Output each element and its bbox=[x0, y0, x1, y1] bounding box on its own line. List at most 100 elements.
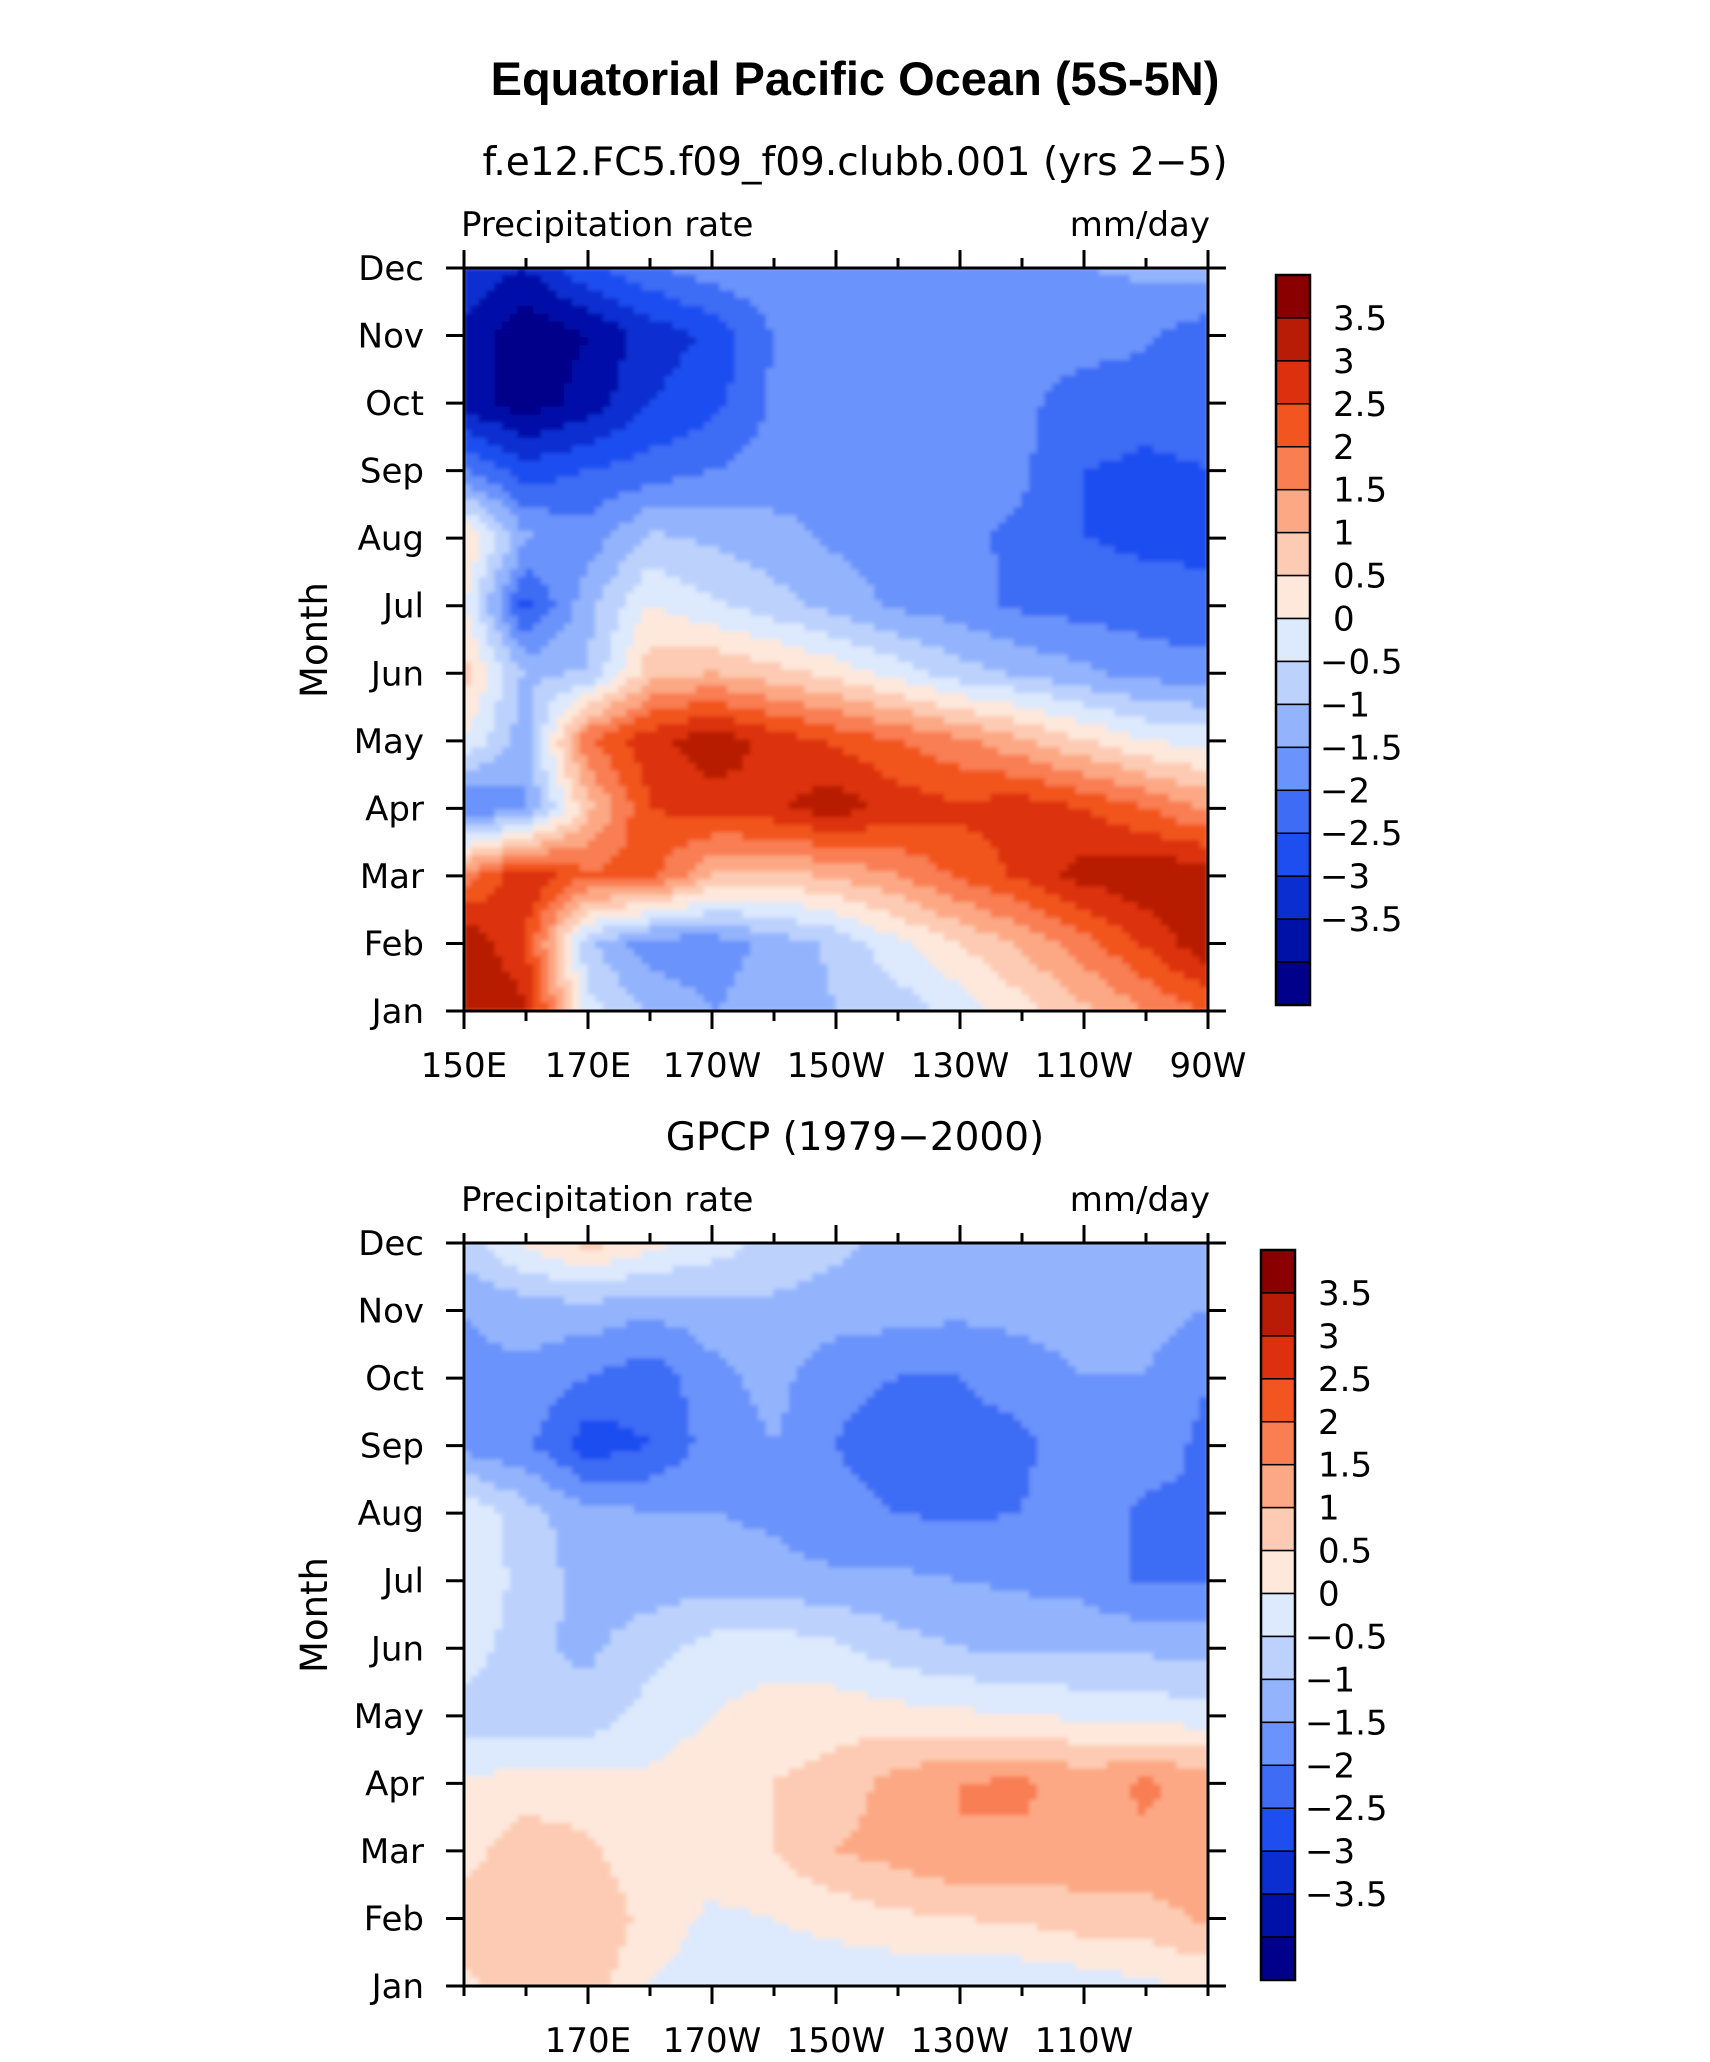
x-axis: 170E 170W 150W 130W 110W bbox=[545, 2021, 1133, 2061]
colorbar-label: −3.5 bbox=[1305, 1875, 1388, 1915]
x-tick-label: 130W bbox=[911, 1046, 1010, 1086]
x-tick-label: 90W bbox=[1170, 1046, 1247, 1086]
y-tick-label: Dec bbox=[358, 1224, 424, 1264]
colorbar-label: 2.5 bbox=[1318, 1360, 1372, 1400]
colorbar-label: 2 bbox=[1318, 1403, 1340, 1443]
x-tick-label: 170W bbox=[663, 1046, 762, 1086]
x-tick-label: 110W bbox=[1035, 1046, 1134, 1086]
y-tick-label: May bbox=[354, 722, 424, 762]
y-axis: Jan Feb Mar Apr May Jun Jul Aug Sep Oct Nov Dec bbox=[354, 1224, 424, 2007]
colorbar-label: −1 bbox=[1305, 1660, 1355, 1700]
y-tick-label: Oct bbox=[365, 1359, 424, 1399]
colorbar-box bbox=[1260, 1506, 1296, 1552]
colorbar-label: −0.5 bbox=[1320, 642, 1403, 682]
y-tick-label: Jun bbox=[369, 654, 424, 694]
colorbar-box bbox=[1275, 660, 1311, 706]
y-tick-label: Nov bbox=[358, 317, 424, 357]
x-tick-label: 170E bbox=[545, 2021, 631, 2061]
y-tick-label: Mar bbox=[360, 1832, 424, 1872]
colorbar-label: 0 bbox=[1318, 1575, 1340, 1615]
y-tick-label: Mar bbox=[360, 857, 424, 897]
colorbar-box bbox=[1275, 789, 1311, 834]
colorbar-label: 0.5 bbox=[1318, 1532, 1372, 1572]
colorbar-label: 3.5 bbox=[1318, 1274, 1372, 1314]
colorbar-box bbox=[1260, 1592, 1296, 1638]
colorbar-label: 0 bbox=[1333, 600, 1355, 640]
x-axis: 150E 170E 170W 150W 130W 110W 90W bbox=[421, 1046, 1247, 1086]
colorbar-label: −1 bbox=[1320, 685, 1370, 725]
colorbar-label: 3 bbox=[1333, 342, 1355, 382]
x-tick-label: 150W bbox=[787, 1046, 886, 1086]
colorbar-box bbox=[1260, 1893, 1296, 1938]
colorbar-box bbox=[1275, 317, 1311, 362]
y-tick-label: Oct bbox=[365, 384, 424, 424]
x-tick-label: 170E bbox=[545, 1046, 631, 1086]
colorbar-box bbox=[1275, 961, 1311, 1006]
colorbar-box bbox=[1260, 1421, 1296, 1466]
y-tick-label: Jul bbox=[381, 1562, 424, 1602]
panel-model: f.e12.FC5.f09_f09.clubb.001 (yrs 2−5) Pr… bbox=[293, 140, 1403, 1086]
colorbar-label: 2.5 bbox=[1333, 385, 1387, 425]
colorbar-box bbox=[1275, 703, 1311, 749]
variable-label: Precipitation rate bbox=[461, 1180, 753, 1220]
colorbar-box bbox=[1275, 403, 1311, 448]
colorbar-box bbox=[1260, 1292, 1296, 1337]
colorbar: 3.532.521.510.50−0.5−1−1.5−2−2.5−3−3.5 bbox=[1259, 1248, 1388, 1982]
plot-frame bbox=[462, 266, 1210, 1013]
colorbar-box bbox=[1275, 360, 1311, 405]
colorbar-box bbox=[1260, 1378, 1296, 1423]
colorbar-box bbox=[1260, 1635, 1296, 1681]
colorbar-box bbox=[1275, 832, 1311, 877]
colorbar-label: −1.5 bbox=[1320, 728, 1403, 768]
panel-title: f.e12.FC5.f09_f09.clubb.001 (yrs 2−5) bbox=[482, 140, 1227, 185]
y-tick-label: Dec bbox=[358, 249, 424, 289]
y-tick-label: May bbox=[354, 1697, 424, 1737]
colorbar-box bbox=[1275, 531, 1311, 577]
units-label: mm/day bbox=[1070, 1180, 1210, 1220]
colorbar-label: 1.5 bbox=[1318, 1446, 1372, 1486]
colorbar-box bbox=[1275, 746, 1311, 792]
colorbar-label: 3.5 bbox=[1333, 299, 1387, 339]
y-tick-label: Feb bbox=[364, 924, 424, 964]
y-tick-label: Nov bbox=[358, 1292, 424, 1332]
y-tick-label: Jul bbox=[381, 587, 424, 627]
x-tick-label: 110W bbox=[1035, 2021, 1134, 2061]
y-axis-label: Month bbox=[293, 1557, 336, 1673]
units-label: mm/day bbox=[1070, 205, 1210, 245]
colorbar-box bbox=[1260, 1463, 1296, 1509]
y-tick-label: Jan bbox=[370, 1967, 424, 2007]
colorbar-box bbox=[1275, 918, 1311, 963]
y-tick-label: Sep bbox=[360, 1427, 424, 1467]
colorbar-frame bbox=[1259, 1248, 1297, 1982]
colorbar-label: 0.5 bbox=[1333, 557, 1387, 597]
panel-title: GPCP (1979−2000) bbox=[666, 1115, 1045, 1160]
x-tick-label: 150E bbox=[421, 1046, 507, 1086]
y-tick-label: Jun bbox=[369, 1629, 424, 1669]
y-tick-label: Apr bbox=[365, 1764, 424, 1804]
colorbar-label: −3 bbox=[1305, 1832, 1355, 1872]
heatmap-field bbox=[464, 268, 1208, 1011]
variable-label: Precipitation rate bbox=[461, 205, 753, 245]
colorbar-frame bbox=[1274, 273, 1312, 1007]
panel-observations: GPCP (1979−2000) Precipitation rate mm/d… bbox=[293, 1115, 1388, 2061]
colorbar-label: 3 bbox=[1318, 1317, 1340, 1357]
y-axis: Jan Feb Mar Apr May Jun Jul Aug Sep Oct Nov Dec bbox=[354, 249, 424, 1032]
colorbar-label: −3.5 bbox=[1320, 900, 1403, 940]
colorbar-box bbox=[1275, 274, 1311, 319]
colorbar-label: −0.5 bbox=[1305, 1617, 1388, 1657]
y-axis-label: Month bbox=[293, 582, 336, 698]
colorbar-box bbox=[1275, 446, 1311, 491]
colorbar-label: −2.5 bbox=[1320, 814, 1403, 854]
colorbar-box bbox=[1275, 574, 1311, 620]
colorbar-box bbox=[1260, 1678, 1296, 1724]
colorbar-box bbox=[1260, 1335, 1296, 1380]
x-tick-label: 130W bbox=[911, 2021, 1010, 2061]
heatmap-field bbox=[464, 1243, 1208, 1986]
y-tick-label: Apr bbox=[365, 789, 424, 829]
y-tick-label: Jan bbox=[370, 992, 424, 1032]
colorbar-box bbox=[1260, 1850, 1296, 1895]
colorbar-box bbox=[1260, 1549, 1296, 1595]
colorbar-box bbox=[1260, 1764, 1296, 1809]
x-tick-label: 170W bbox=[663, 2021, 762, 2061]
